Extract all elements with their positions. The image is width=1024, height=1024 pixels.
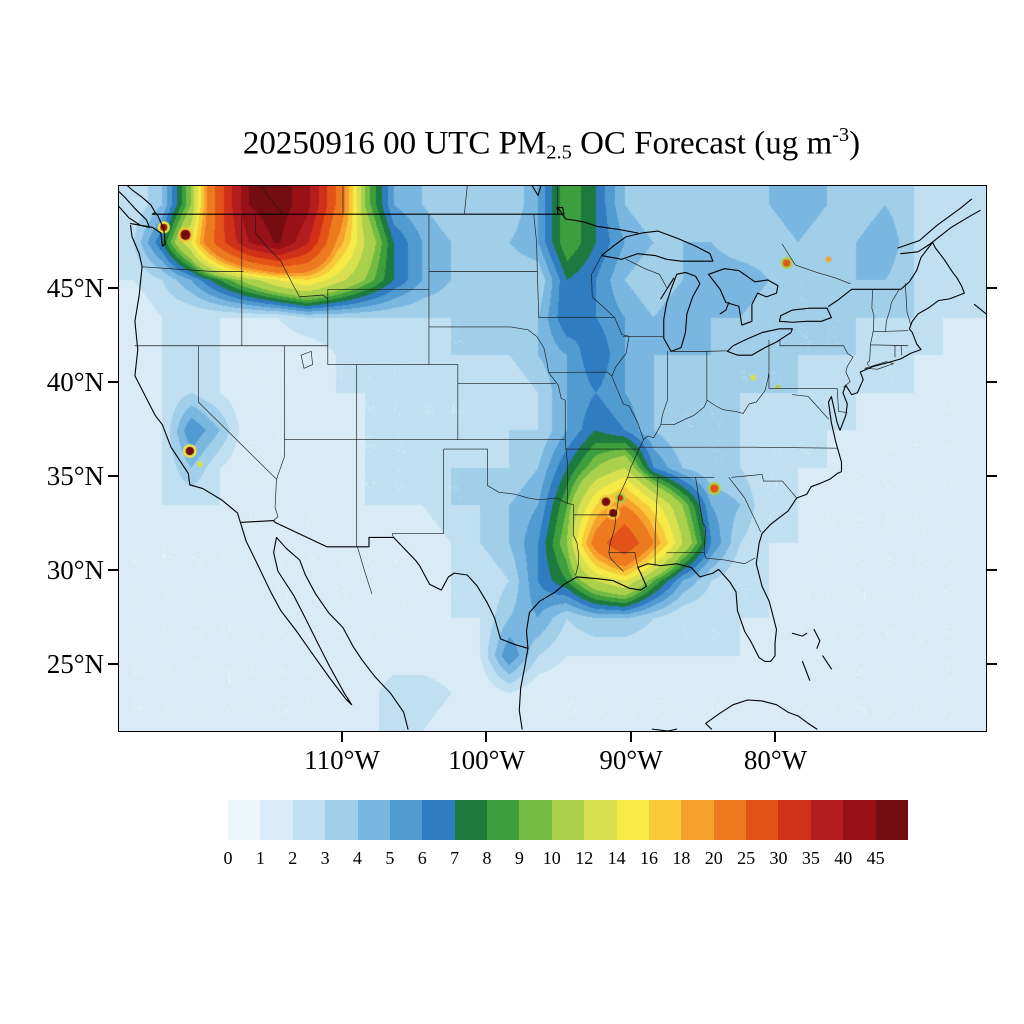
colorbar-tick-label: 25	[737, 848, 756, 868]
colorbar-tick-label: 3	[320, 848, 330, 868]
colorbar-segment	[228, 800, 261, 840]
colorbar-segment	[843, 800, 876, 840]
colorbar-tick-label: 4	[353, 848, 363, 868]
colorbar-tick-label: 12	[575, 848, 594, 868]
lon-tick-label: 80°W	[743, 745, 808, 775]
colorbar-tick-label: 10	[542, 848, 561, 868]
islands-path	[652, 630, 831, 731]
colorbar-segment	[810, 800, 844, 840]
us-mexico-border-path	[240, 521, 528, 649]
colorbar-segment	[260, 800, 293, 840]
colorbar-segment	[713, 800, 746, 840]
us-canada-border-path	[119, 186, 638, 246]
lat-tick-label: 25°N	[46, 649, 104, 680]
colorbar-segment	[454, 800, 487, 840]
map-outlines	[119, 186, 986, 731]
colorbar-segment	[487, 800, 520, 840]
colorbar-tick-label: 1	[255, 848, 265, 868]
lat-tick-mark-left	[108, 569, 118, 572]
lat-tick-mark-left	[108, 381, 118, 384]
colorbar-segment	[616, 800, 649, 840]
lat-tick-label: 40°N	[46, 367, 104, 398]
colorbar-segment	[875, 800, 908, 840]
colorbar-tick-label: 8	[482, 848, 492, 868]
colorbar-segment	[778, 800, 811, 840]
lat-tick-mark-left	[108, 663, 118, 666]
colorbar-segment	[389, 800, 423, 840]
lat-tick-label: 30°N	[46, 555, 104, 586]
state-borders-path	[135, 214, 911, 575]
colorbar-segment	[422, 800, 455, 840]
great-lakes-path	[602, 231, 832, 355]
colorbar-segment	[325, 800, 358, 840]
title-subscript: 2.5	[546, 141, 572, 164]
colorbar-segment	[357, 800, 390, 840]
colorbar-tick-label: 20	[704, 848, 723, 868]
colorbar-segment	[648, 800, 682, 840]
title-middle: OC Forecast (ug m	[571, 125, 833, 162]
lon-tick-mark	[340, 732, 343, 742]
canada-coast-stlawrence-path	[532, 186, 986, 314]
gulf-atlantic-coast-path	[519, 242, 964, 729]
colorbar-segment	[292, 800, 326, 840]
colorbar-segment	[746, 800, 779, 840]
colorbar-tick-label: 14	[607, 848, 626, 868]
plot-title: 20250916 00 UTC PM2.5 OC Forecast (ug m-…	[118, 124, 985, 164]
lon-tick-label: 90°W	[599, 745, 663, 775]
colorbar-tick-label: 40	[834, 848, 853, 868]
lon-tick-label: 110°W	[304, 745, 380, 775]
canada-province-borders-path	[261, 186, 851, 594]
colorbar-tick-label: 0	[223, 848, 233, 868]
colorbar-tick-label: 30	[769, 848, 788, 868]
colorbar-segment	[681, 800, 714, 840]
colorbar-segment	[584, 800, 617, 840]
colorbar-tick-label: 16	[639, 848, 658, 868]
lat-tick-mark-left	[108, 287, 118, 290]
colorbar-tick-label: 45	[866, 848, 885, 868]
lat-tick-mark-right	[987, 381, 997, 384]
colorbar-segment	[519, 800, 552, 840]
colorbar-tick-label: 9	[514, 848, 524, 868]
lat-tick-mark-right	[987, 663, 997, 666]
title-superscript: -3	[832, 124, 850, 146]
colorbar-tick-label: 5	[385, 848, 395, 868]
colorbar-tick-label: 6	[417, 848, 427, 868]
colorbar-tick-label: 7	[450, 848, 460, 868]
colorbar-segment	[551, 800, 585, 840]
title-prefix: 20250916 00 UTC PM	[242, 125, 547, 162]
colorbar-tick-label: 35	[801, 848, 820, 868]
lon-tick-mark	[774, 732, 777, 742]
lat-tick-label: 35°N	[46, 461, 104, 492]
lon-tick-mark	[485, 732, 488, 742]
lat-tick-mark-left	[108, 475, 118, 478]
lat-tick-mark-right	[987, 475, 997, 478]
concentration-field-canvas	[119, 186, 986, 731]
title-suffix: )	[849, 125, 861, 162]
map-plot-area	[118, 185, 987, 732]
colorbar-tick-label: 2	[288, 848, 298, 868]
pacific-coast-baja-path	[131, 225, 408, 729]
lat-tick-label: 45°N	[46, 273, 104, 304]
colorbar	[228, 800, 908, 840]
lat-tick-mark-right	[987, 287, 997, 290]
lon-tick-mark	[629, 732, 632, 742]
lat-tick-mark-right	[987, 569, 997, 572]
lon-tick-label: 100°W	[448, 745, 525, 775]
colorbar-tick-label: 18	[672, 848, 691, 868]
